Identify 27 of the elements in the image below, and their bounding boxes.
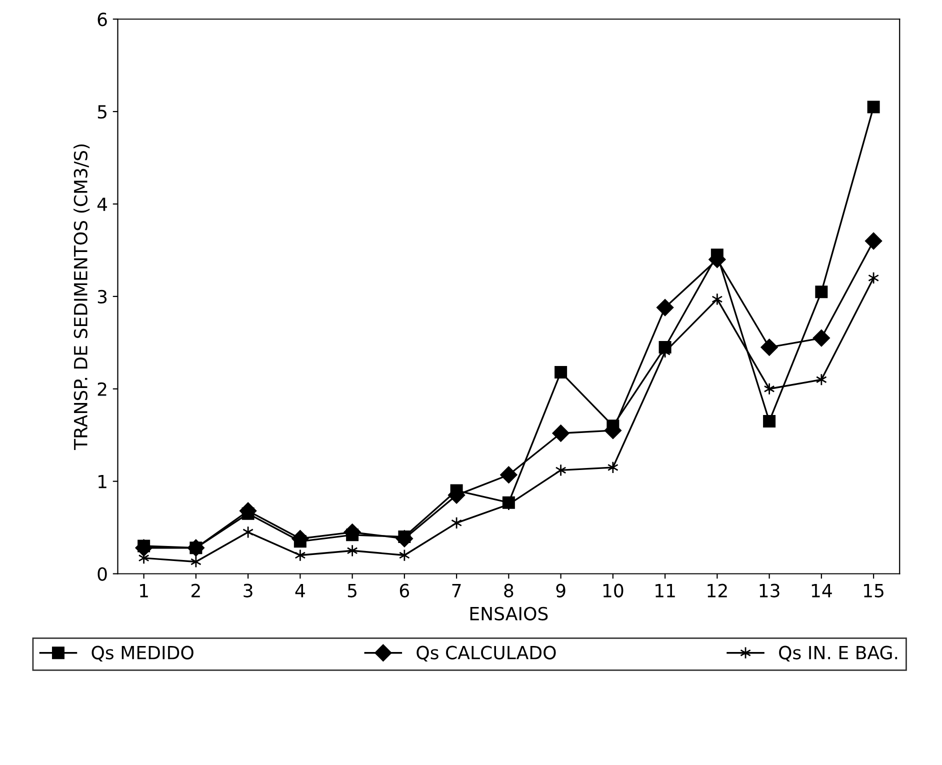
- x-tick-label: 11: [656, 584, 675, 598]
- y-tick-label: 2: [98, 382, 106, 396]
- legend-label: Qs MEDIDO: [92, 646, 194, 662]
- y-tick-label: 1: [98, 475, 106, 488]
- legend-label: Qs CALCULADO: [416, 646, 556, 662]
- x-tick-label: 12: [708, 584, 727, 598]
- x-tick-label: 7: [452, 584, 461, 598]
- x-tick-label: 1: [140, 584, 148, 598]
- legend-label: Qs IN. E BAG.: [779, 646, 898, 662]
- x-tick-label: 6: [400, 584, 410, 598]
- x-tick-label: 2: [192, 584, 200, 598]
- x-tick-label: 14: [812, 584, 832, 598]
- y-tick-label: 6: [98, 12, 107, 26]
- y-tick-label: 0: [98, 567, 107, 581]
- x-tick-label: 4: [295, 584, 305, 598]
- y-tick-label: 3: [98, 290, 107, 304]
- y-tick-label: 5: [98, 105, 106, 119]
- x-tick-label: 13: [760, 584, 780, 598]
- y-tick-label: 4: [97, 198, 108, 211]
- x-tick-label: 5: [348, 584, 356, 598]
- y-axis-title: TRANSP. DE SEDIMENTOS (CM3/S): [74, 144, 90, 450]
- x-tick-label: 3: [244, 584, 252, 598]
- x-tick-label: 9: [556, 584, 566, 598]
- x-axis-title: ENSAIOS: [470, 606, 548, 620]
- x-tick-label: 10: [603, 584, 624, 598]
- x-tick-label: 15: [864, 584, 884, 598]
- x-tick-label: 8: [504, 584, 514, 598]
